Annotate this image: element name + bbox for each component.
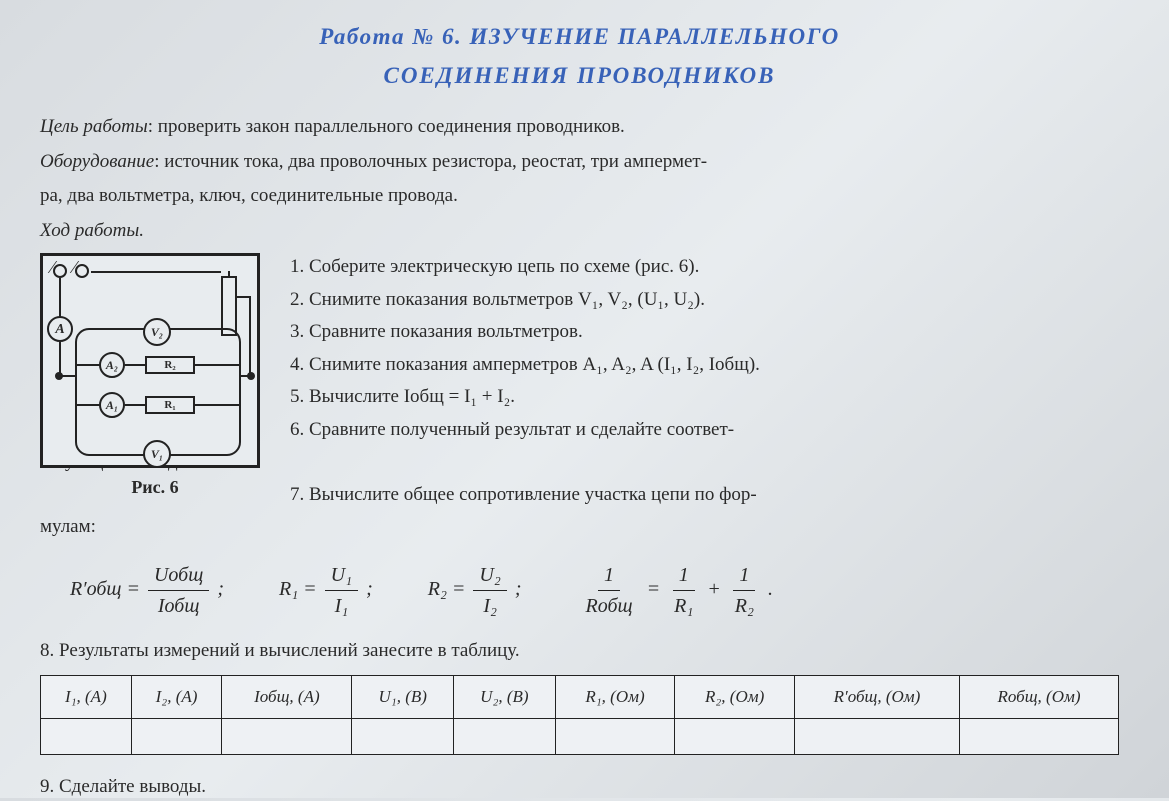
voltmeter-1: V₁: [143, 440, 171, 468]
resistor-2: R₂: [145, 356, 195, 374]
formula-4: 1Rобщ = 1R₁ + 1R₂ .: [577, 560, 773, 621]
table-header: I₁, (А): [41, 676, 132, 719]
wire-b2-r: [195, 364, 239, 366]
step-7b: мулам:: [40, 513, 1119, 542]
table-cell: [960, 718, 1119, 754]
terminal-2: [75, 264, 89, 278]
step-2: 2. Снимите показания вольтметров V₁, V₂,…: [290, 286, 1119, 315]
table-cell: [131, 718, 222, 754]
goal-paragraph: Цель работы: проверить закон параллельно…: [40, 113, 1119, 142]
wire-b2-l: [77, 364, 101, 366]
table-header: U₁, (В): [352, 676, 454, 719]
goal-label: Цель работы: [40, 116, 148, 137]
ammeter-main: A: [47, 316, 73, 342]
formula-2: R₁ = U₁I₁ ;: [279, 560, 373, 621]
table-header: I₂, (А): [131, 676, 222, 719]
equipment-paragraph-2: ра, два вольтметра, ключ, соединительные…: [40, 182, 1119, 211]
table-header: U₂, (В): [454, 676, 556, 719]
wire-b1-r: [195, 404, 239, 406]
work-title-line2: СОЕДИНЕНИЯ ПРОВОДНИКОВ: [40, 59, 1119, 94]
equipment-paragraph: Оборудование: источник тока, два проволо…: [40, 148, 1119, 177]
terminal-slash-2: ⁄: [73, 254, 76, 281]
table-cell: [794, 718, 959, 754]
resistor-1: R₁: [145, 396, 195, 414]
step-4: 4. Снимите показания амперметров A₁, A₂,…: [290, 351, 1119, 380]
formula-1: R′общ = UобщIобщ ;: [70, 560, 224, 621]
step-5: 5. Вычислите Iобщ = I₁ + I₂.: [290, 383, 1119, 412]
table-header: Iобщ, (А): [222, 676, 352, 719]
table-header-row: I₁, (А) I₂, (А) Iобщ, (А) U₁, (В) U₂, (В…: [41, 676, 1119, 719]
table-header: R₁, (Ом): [555, 676, 675, 719]
wire-node-left: [61, 375, 75, 377]
procedure-label: Ход работы.: [40, 217, 1119, 246]
wire-node-right: [241, 375, 251, 377]
step-9: 9. Сделайте выводы.: [40, 773, 1119, 801]
ammeter-1: A₁: [99, 392, 125, 418]
table-cell: [555, 718, 675, 754]
formula-3: R₂ = U₂I₂ ;: [428, 560, 522, 621]
table-cell: [352, 718, 454, 754]
equipment-text: : источник тока, два проволочных резисто…: [154, 151, 707, 172]
terminal-slash-1: ⁄: [51, 254, 54, 281]
results-table: I₁, (А) I₂, (А) Iобщ, (А) U₁, (В) U₂, (В…: [40, 675, 1119, 755]
steps-column: 1. Соберите электрическую цепь по схеме …: [290, 253, 1119, 546]
wire-b1-m: [125, 404, 145, 406]
wire-a-down: [59, 342, 61, 376]
table-header: R₂, (Ом): [675, 676, 795, 719]
ammeter-2: A₂: [99, 352, 125, 378]
table-cell: [454, 718, 556, 754]
wire-b2-m: [125, 364, 145, 366]
figure-caption: Рис. 6: [40, 474, 270, 501]
table-data-row: [41, 718, 1119, 754]
voltmeter-2: V₂: [143, 318, 171, 346]
wire-top: [91, 271, 221, 273]
rheostat: [221, 276, 237, 336]
wire-b1-l: [77, 404, 101, 406]
wire-rheo-top: [228, 271, 230, 277]
content-row: ⁄ ⁄ A V₂ A₂: [40, 253, 1119, 546]
step-7: 7. Вычислите общее сопротивление участка…: [290, 481, 1119, 510]
step-6: 6. Сравните полученный результат и сдела…: [290, 416, 1119, 445]
parallel-box: [75, 328, 241, 456]
equipment-label: Оборудование: [40, 151, 154, 172]
table-cell: [675, 718, 795, 754]
table-cell: [222, 718, 352, 754]
work-title-line1: Работа № 6. ИЗУЧЕНИЕ ПАРАЛЛЕЛЬНОГО: [40, 20, 1119, 55]
formulas-row: R′общ = UобщIобщ ; R₁ = U₁I₁ ; R₂ = U₂I₂…: [70, 560, 1119, 621]
circuit-diagram: ⁄ ⁄ A V₂ A₂: [40, 253, 260, 468]
table-header: Rобщ, (Ом): [960, 676, 1119, 719]
step-1: 1. Соберите электрическую цепь по схеме …: [290, 253, 1119, 282]
step-3: 3. Сравните показания вольтметров.: [290, 318, 1119, 347]
diagram-column: ⁄ ⁄ A V₂ A₂: [40, 253, 270, 546]
table-header: R′общ, (Ом): [794, 676, 959, 719]
table-cell: [41, 718, 132, 754]
wire-right: [249, 296, 251, 376]
step-8: 8. Результаты измерений и вычислений зан…: [40, 637, 1119, 666]
goal-text: : проверить закон параллельного соединен…: [148, 116, 625, 137]
terminal-1: [53, 264, 67, 278]
